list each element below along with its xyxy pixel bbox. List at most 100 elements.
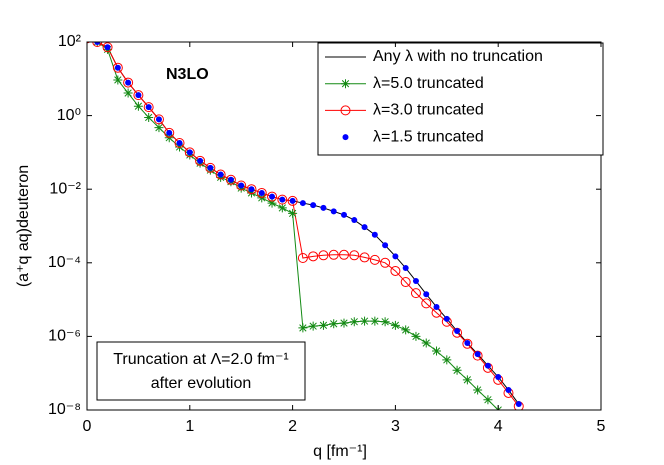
marker (217, 171, 224, 178)
marker (452, 365, 462, 375)
marker (184, 147, 195, 158)
marker (390, 320, 400, 330)
x-tick-label: 3 (391, 418, 400, 435)
x-tick-label: 5 (597, 418, 606, 435)
legend-label: λ=5.0 truncated (373, 75, 484, 92)
marker (390, 265, 401, 276)
marker (400, 277, 411, 288)
marker (330, 208, 337, 215)
marker (133, 101, 143, 111)
marker (205, 162, 216, 173)
marker (277, 203, 287, 213)
x-tick-label: 4 (494, 418, 503, 435)
marker (421, 338, 431, 348)
marker (341, 211, 347, 218)
marker (433, 303, 440, 310)
marker (289, 197, 296, 204)
y-tick-label: 10⁻⁶ (48, 328, 81, 345)
x-tick-label: 1 (185, 418, 194, 435)
marker (277, 194, 288, 205)
marker (349, 317, 359, 327)
legend (317, 42, 604, 156)
marker (483, 395, 493, 405)
marker (382, 242, 389, 249)
marker (462, 338, 473, 349)
marker (197, 157, 204, 164)
marker (153, 114, 164, 125)
marker (349, 250, 360, 261)
marker (320, 204, 327, 211)
marker (360, 316, 370, 326)
annotation-box (96, 341, 306, 401)
marker (473, 385, 483, 395)
annotation: Truncation at Λ=2.0 fm⁻¹ (113, 351, 289, 368)
marker (421, 298, 432, 309)
marker (411, 331, 421, 341)
marker (442, 355, 452, 365)
y-tick-label: 10⁰ (57, 107, 81, 124)
marker (125, 79, 132, 86)
marker (380, 257, 391, 268)
marker (308, 251, 319, 262)
marker (392, 253, 399, 260)
marker (342, 134, 349, 141)
marker (464, 340, 471, 347)
marker (297, 253, 308, 264)
marker (287, 195, 298, 206)
marker (288, 208, 298, 218)
y-axis-label: (a⁺q aq)deuteron (15, 165, 32, 287)
x-axis-label: q [fm⁻¹] (313, 443, 367, 460)
marker (329, 319, 339, 329)
marker (298, 323, 308, 333)
marker (371, 231, 378, 238)
marker (102, 42, 113, 53)
marker (154, 123, 164, 133)
marker (308, 321, 318, 331)
marker (145, 104, 152, 111)
marker (144, 112, 154, 122)
marker (267, 191, 278, 202)
marker (246, 188, 256, 198)
marker (341, 79, 350, 89)
marker (113, 75, 123, 85)
marker (143, 102, 154, 113)
marker (195, 155, 206, 166)
marker (401, 325, 411, 335)
marker (432, 346, 442, 356)
marker (412, 278, 419, 285)
marker (299, 200, 306, 207)
marker (318, 320, 328, 330)
marker (454, 328, 461, 335)
x-tick-label: 2 (288, 418, 297, 435)
marker (114, 64, 121, 71)
marker (402, 265, 409, 272)
marker (484, 362, 491, 369)
marker (361, 224, 368, 231)
marker (310, 202, 317, 209)
marker (339, 249, 349, 260)
marker (370, 316, 380, 326)
marker (236, 180, 247, 191)
x-tick-label: 0 (83, 418, 92, 435)
marker (359, 252, 370, 263)
marker (123, 88, 133, 98)
marker (246, 184, 257, 195)
axes-box (86, 41, 602, 411)
marker (207, 164, 214, 171)
marker (279, 196, 286, 203)
marker (176, 140, 183, 147)
y-tick-label: 10⁻⁴ (48, 254, 81, 271)
marker (258, 189, 265, 196)
marker (351, 217, 358, 224)
marker (123, 77, 134, 88)
marker (410, 288, 421, 299)
legend-label: λ=1.5 truncated (373, 128, 484, 145)
marker (443, 315, 450, 322)
marker (474, 351, 481, 358)
marker (505, 386, 512, 393)
marker (495, 373, 502, 380)
marker (215, 169, 226, 180)
marker (318, 250, 329, 261)
marker (94, 42, 101, 45)
marker (227, 176, 234, 183)
